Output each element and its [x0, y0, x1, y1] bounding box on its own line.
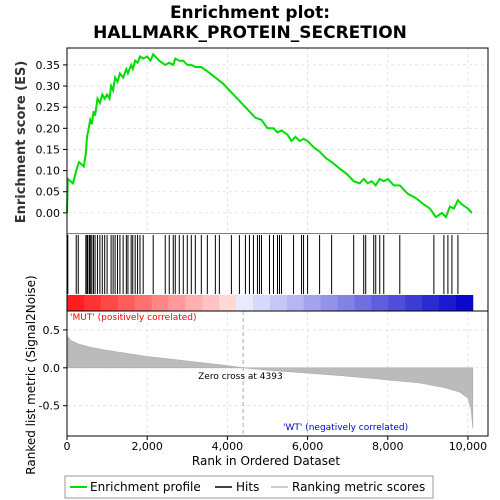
- zero-cross-label: Zero cross at 4393: [198, 372, 283, 382]
- rank-colorbar-segment: [252, 295, 271, 311]
- legend-label-metric: Ranking metric scores: [292, 480, 425, 494]
- metric-ytick-label: -0.5: [39, 400, 60, 413]
- rank-colorbar-segment: [320, 295, 339, 311]
- rank-colorbar-segment: [337, 295, 355, 311]
- enrichment-profile-line: [66, 52, 473, 219]
- rank-colorbar-segment: [303, 295, 322, 311]
- es-panel: 0.00 0.05 0.10 0.15 0.20 0.25 0.30 0.35: [36, 47, 489, 235]
- rank-colorbar-segment: [219, 295, 237, 311]
- es-ytick-label: 0.20: [36, 122, 61, 135]
- es-ytick-label: 0.10: [36, 165, 61, 178]
- rank-colorbar-segment: [134, 295, 153, 311]
- rank-colorbar-segment: [455, 295, 474, 311]
- es-ytick-label: 0.25: [36, 101, 61, 114]
- x-tick-label: 2,000: [131, 440, 163, 453]
- metric-ytick-label: 0.5: [43, 324, 61, 337]
- rank-colorbar-segment: [371, 295, 389, 311]
- metric-ytick-label: 0.0: [43, 362, 61, 375]
- es-plot-area: [67, 48, 488, 234]
- legend-label-enrichment: Enrichment profile: [90, 480, 201, 494]
- chart-title-line1: Enrichment plot:: [170, 3, 330, 23]
- rank-colorbar-segment: [422, 295, 440, 311]
- x-axis-label: Rank in Ordered Dataset: [192, 454, 340, 468]
- es-ytick-label: 0.30: [36, 80, 61, 93]
- x-tick-label: 4,000: [212, 440, 244, 453]
- es-ylabel: Enrichment score (ES): [14, 61, 29, 224]
- x-tick-label: 10,000: [449, 440, 488, 453]
- rank-colorbar-segment: [67, 295, 85, 311]
- es-ytick-label: 0.05: [36, 186, 61, 199]
- es-ytick-label: 0.35: [36, 59, 61, 72]
- legend: Enrichment profile Hits Ranking metric s…: [64, 475, 434, 499]
- rank-colorbar-segment: [117, 295, 136, 311]
- legend-box: [64, 475, 434, 499]
- rank-colorbar-segment: [236, 295, 254, 311]
- metric-panel: 0.5 0.0 -0.5 Zero cross at 4393 'MUT' (posit…: [39, 310, 489, 453]
- rank-colorbar-segment: [388, 295, 406, 311]
- metric-frame: [66, 310, 489, 437]
- positive-correlation-label: 'MUT' (positively correlated): [70, 313, 197, 323]
- rank-colorbar-segment: [354, 295, 372, 311]
- rank-colorbar-segment: [286, 295, 305, 311]
- rank-colorbar-segment: [269, 295, 288, 311]
- legend-label-hits: Hits: [236, 480, 259, 494]
- chart-title-line2: HALLMARK_PROTEIN_SECRETION: [93, 23, 407, 43]
- x-tick-label: 8,000: [372, 440, 404, 453]
- rank-colorbar-segment: [185, 295, 203, 311]
- x-tick-label: 0: [64, 440, 71, 453]
- hits-panel: [66, 234, 489, 312]
- rank-colorbar-segment: [202, 295, 220, 311]
- rank-colorbar-segment: [168, 295, 186, 311]
- metric-ylabel: Ranked list metric (Signal2Noise): [24, 275, 38, 474]
- rank-colorbar-segment: [438, 295, 457, 311]
- x-tick-label: 6,000: [292, 440, 324, 453]
- es-ytick-label: 0.15: [36, 143, 61, 156]
- rank-colorbar-segment: [83, 295, 102, 311]
- rank-colorbar-segment: [405, 295, 423, 311]
- negative-correlation-label: 'WT' (negatively correlated): [283, 423, 408, 433]
- rank-colorbar-segment: [151, 295, 169, 311]
- es-ytick-label: 0.00: [36, 207, 61, 220]
- rank-colorbar-segment: [100, 295, 119, 311]
